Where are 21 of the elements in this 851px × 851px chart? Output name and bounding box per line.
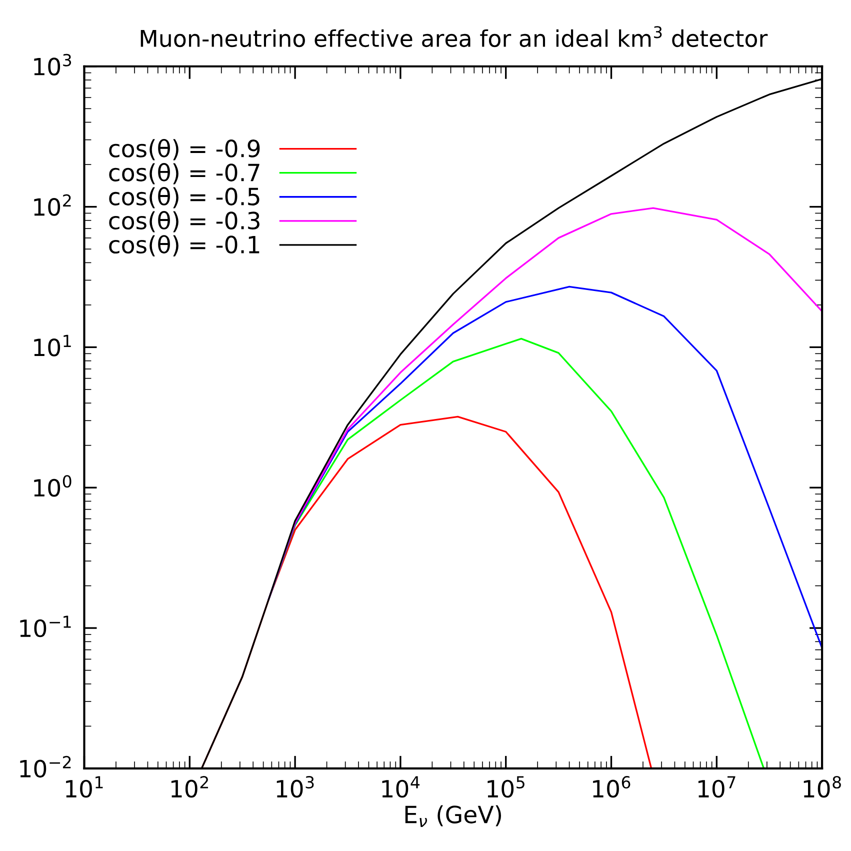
- y-tick-label: 10$^{3}$: [34, 54, 72, 76]
- x-tick-label: 10$^{8}$: [804, 776, 841, 798]
- chart-title: Muon-neutrino effective area for an ideal km$^{3}$ detector: [140, 26, 768, 48]
- x-tick-label: 10$^{6}$: [593, 776, 630, 798]
- legend-label: cos(θ) = -0.1: [109, 235, 260, 256]
- x-tick-label: 10$^{7}$: [698, 776, 736, 798]
- legend-label: cos(θ) = -0.7: [109, 162, 260, 184]
- x-tick-label: 10$^{2}$: [171, 776, 208, 798]
- x-tick-label: 10$^{4}$: [382, 776, 420, 798]
- y-tick-label: 10$^{−1}$: [20, 616, 71, 638]
- x-tick-label: 10$^{3}$: [276, 776, 314, 798]
- y-tick-label: 10$^{−2}$: [20, 756, 71, 778]
- x-axis-title: E$_{ν}$ (GeV): [405, 805, 501, 827]
- y-tick-label: 10$^{1}$: [34, 334, 71, 356]
- legend-label: cos(θ) = -0.5: [109, 187, 260, 208]
- legend-label: cos(θ) = -0.9: [109, 138, 260, 160]
- x-tick-label: 10$^{5}$: [488, 776, 524, 798]
- y-tick-label: 10$^{0}$: [34, 475, 72, 497]
- y-tick-label: 10$^{2}$: [34, 194, 71, 216]
- x-tick-label: 10$^{1}$: [66, 776, 103, 798]
- legend-label: cos(θ) = -0.3: [109, 211, 260, 232]
